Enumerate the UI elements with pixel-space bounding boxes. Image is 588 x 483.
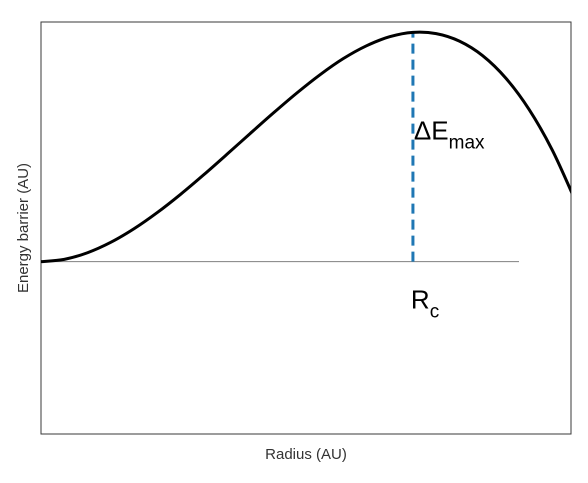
y-axis-title: Energy barrier (AU): [15, 163, 32, 293]
x-axis-title: Radius (AU): [265, 446, 347, 463]
plot-frame: [40, 21, 572, 435]
energy-curve-0: [41, 30, 571, 264]
plot-content: ΔEmax Rc: [41, 30, 571, 323]
delta-e-max-label: ΔEmax: [414, 115, 485, 153]
critical-radius-label: Rc: [411, 285, 439, 323]
